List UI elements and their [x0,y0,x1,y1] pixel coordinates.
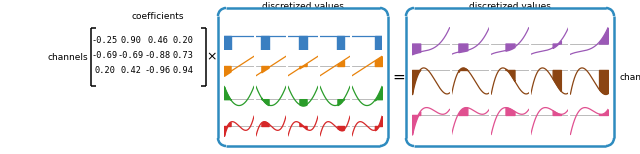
Text: 0.20: 0.20 [173,36,193,45]
Text: discretized values: discretized values [469,2,551,11]
Text: 0.46: 0.46 [147,36,168,45]
Text: coefficients: coefficients [132,12,184,21]
Text: discretized values: discretized values [262,2,344,11]
Text: 0.73: 0.73 [173,51,193,60]
Text: -0.69: -0.69 [92,51,118,60]
Text: 0.42: 0.42 [120,66,141,75]
Text: -0.25: -0.25 [92,36,118,45]
Text: -0.88: -0.88 [145,51,171,60]
Text: 0.94: 0.94 [173,66,193,75]
Text: -0.69: -0.69 [118,51,144,60]
Text: 0.90: 0.90 [120,36,141,45]
Text: channels: channels [619,73,640,81]
Text: ×: × [207,51,217,63]
Text: 0.20: 0.20 [95,66,115,75]
Text: =: = [392,69,405,85]
Text: -0.96: -0.96 [145,66,171,75]
Text: channels: channels [47,53,88,61]
